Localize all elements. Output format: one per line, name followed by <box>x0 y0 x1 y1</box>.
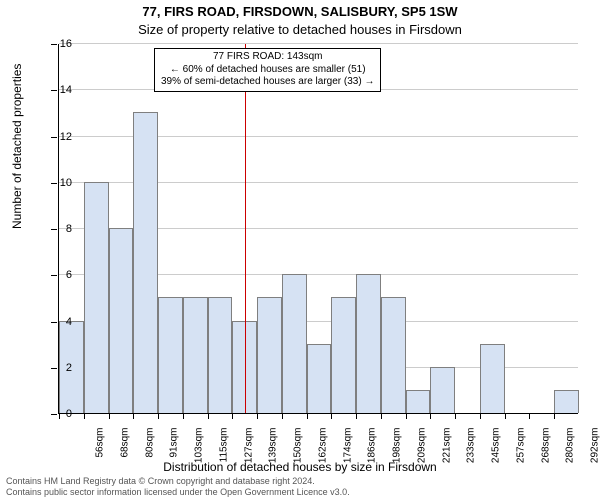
histogram-bar <box>406 390 431 413</box>
histogram-bar <box>554 390 579 413</box>
x-tick <box>331 413 332 419</box>
x-tick <box>307 413 308 419</box>
y-tick-label: 2 <box>44 362 72 374</box>
x-axis-label: Distribution of detached houses by size … <box>0 460 600 474</box>
x-tick <box>84 413 85 419</box>
annotation-box: 77 FIRS ROAD: 143sqm← 60% of detached ho… <box>154 48 381 92</box>
histogram-bar <box>331 297 356 413</box>
y-tick-label: 16 <box>44 38 72 50</box>
chart-title-address: 77, FIRS ROAD, FIRSDOWN, SALISBURY, SP5 … <box>0 4 600 19</box>
y-tick-label: 8 <box>44 223 72 235</box>
x-tick <box>480 413 481 419</box>
annotation-line: 39% of semi-detached houses are larger (… <box>161 76 374 89</box>
chart-title-subtitle: Size of property relative to detached ho… <box>0 22 600 37</box>
annotation-line: 77 FIRS ROAD: 143sqm <box>161 51 374 64</box>
histogram-bar <box>356 274 381 413</box>
chart-container: 77, FIRS ROAD, FIRSDOWN, SALISBURY, SP5 … <box>0 0 600 500</box>
plot-area: 77 FIRS ROAD: 143sqm← 60% of detached ho… <box>58 44 578 414</box>
footer-attribution: Contains HM Land Registry data © Crown c… <box>6 476 350 498</box>
y-tick-label: 6 <box>44 269 72 281</box>
y-tick-label: 0 <box>44 408 72 420</box>
x-tick <box>381 413 382 419</box>
histogram-bar <box>480 344 505 413</box>
histogram-bar <box>282 274 307 413</box>
annotation-line: ← 60% of detached houses are smaller (51… <box>161 64 374 77</box>
x-tick <box>208 413 209 419</box>
x-tick <box>133 413 134 419</box>
y-tick-label: 4 <box>44 316 72 328</box>
x-tick <box>505 413 506 419</box>
histogram-bar <box>208 297 233 413</box>
x-tick <box>109 413 110 419</box>
histogram-bar <box>183 297 208 413</box>
x-tick <box>282 413 283 419</box>
histogram-bar <box>84 182 109 413</box>
y-tick-label: 10 <box>44 177 72 189</box>
x-tick <box>430 413 431 419</box>
histogram-bar <box>307 344 332 413</box>
histogram-bar <box>257 297 282 413</box>
x-tick <box>455 413 456 419</box>
y-tick-label: 14 <box>44 84 72 96</box>
x-tick <box>406 413 407 419</box>
histogram-bar <box>158 297 183 413</box>
y-axis-label: Number of detached properties <box>10 64 24 229</box>
x-tick <box>257 413 258 419</box>
x-tick <box>158 413 159 419</box>
x-tick <box>356 413 357 419</box>
x-tick <box>554 413 555 419</box>
histogram-bar <box>430 367 455 413</box>
histogram-bar <box>381 297 406 413</box>
y-tick-label: 12 <box>44 131 72 143</box>
x-tick <box>232 413 233 419</box>
footer-line2: Contains public sector information licen… <box>6 487 350 498</box>
x-tick <box>183 413 184 419</box>
gridline <box>59 43 578 44</box>
footer-line1: Contains HM Land Registry data © Crown c… <box>6 476 350 487</box>
reference-line <box>245 44 246 413</box>
x-tick <box>529 413 530 419</box>
histogram-bar <box>109 228 134 413</box>
histogram-bar <box>133 112 158 413</box>
